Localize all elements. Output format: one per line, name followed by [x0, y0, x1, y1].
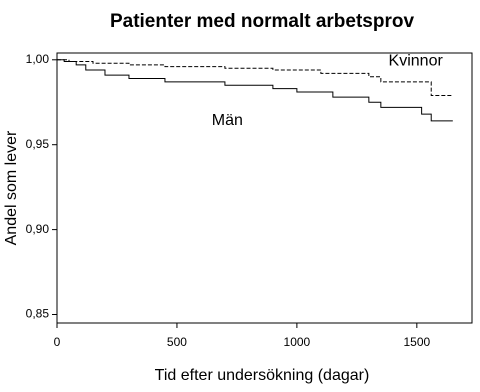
x-axis-label: Tid efter undersökning (dagar)	[155, 367, 370, 384]
legend-label: Kvinnor	[389, 53, 444, 70]
chart-title: Patienter med normalt arbetsprov	[110, 11, 415, 32]
x-tick-label: 500	[167, 335, 187, 349]
plot-frame	[56, 52, 473, 324]
x-tick-label: 0	[54, 335, 61, 349]
y-axis-label: Andel som lever	[3, 130, 20, 245]
series-line	[57, 59, 453, 96]
x-tick-label: 1000	[284, 335, 311, 349]
y-tick-label: 0,90	[26, 222, 50, 236]
y-tick-label: 1,00	[26, 52, 50, 66]
x-tick-label: 1500	[403, 335, 430, 349]
series-line	[57, 59, 453, 122]
y-tick-label: 0,85	[26, 307, 50, 321]
legend-label: Män	[212, 112, 243, 129]
y-tick-label: 0,95	[26, 137, 50, 151]
